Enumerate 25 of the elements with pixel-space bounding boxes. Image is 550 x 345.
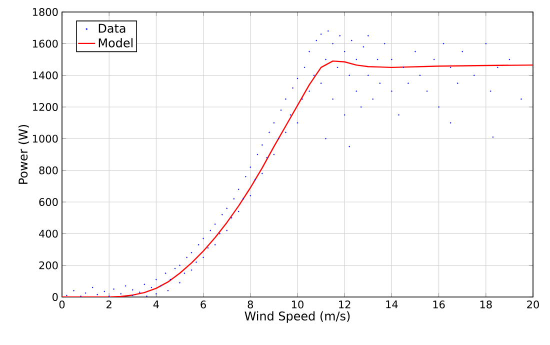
y-tick-label: 0 xyxy=(52,293,58,301)
y-tick-label: 600 xyxy=(39,198,58,206)
x-tick-label: 2 xyxy=(106,300,112,308)
x-tick-label: 12 xyxy=(339,300,350,308)
x-tick-label: 4 xyxy=(153,300,159,308)
y-tick-label: 1400 xyxy=(33,71,58,80)
y-axis-title: Power (W) xyxy=(18,124,30,184)
x-tick-label: 6 xyxy=(200,300,206,308)
legend-label: Model xyxy=(98,38,132,48)
x-tick-label: 20 xyxy=(527,300,539,308)
x-tick-label: 0 xyxy=(59,300,65,308)
y-tick-label: 1600 xyxy=(33,40,58,48)
y-tick-label: 200 xyxy=(39,261,58,270)
y-tick-label: 1200 xyxy=(33,103,58,111)
x-tick-label: 10 xyxy=(292,300,304,308)
y-tick-label: 1000 xyxy=(33,134,58,143)
x-tick-label: 14 xyxy=(386,300,398,308)
x-tick-label: 18 xyxy=(480,300,492,308)
y-tick-label: 800 xyxy=(39,166,58,174)
y-tick-label: 400 xyxy=(39,230,58,238)
x-tick-label: 8 xyxy=(248,300,254,308)
legend-label: Data xyxy=(98,24,126,33)
y-tick-label: 1800 xyxy=(33,8,58,16)
x-axis-title: Wind Speed (m/s) xyxy=(244,311,350,323)
x-tick-label: 16 xyxy=(433,300,445,308)
